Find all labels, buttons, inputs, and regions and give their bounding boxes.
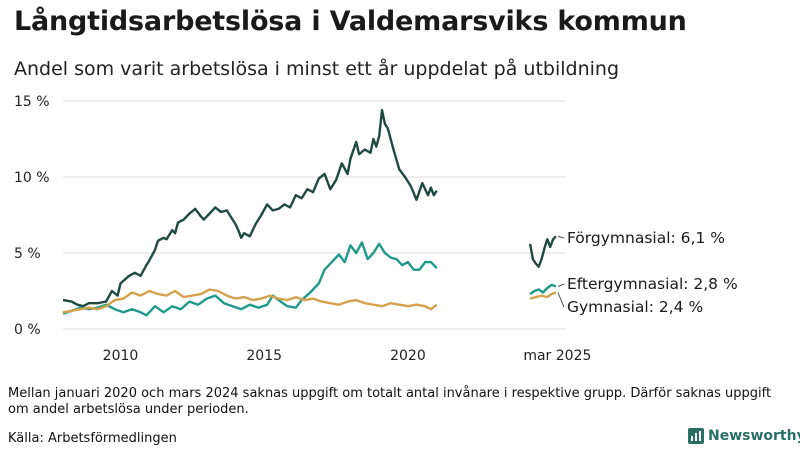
y-tick-label-1: 5 % — [14, 246, 41, 262]
series-line-2-segment-1 — [529, 291, 557, 300]
missing-data-note: Mellan januari 2020 och mars 2024 saknas… — [8, 386, 772, 417]
series-end-label-2: Gymnasial: 2,4 % — [567, 298, 703, 316]
series-line-1-segment-1 — [529, 283, 557, 295]
series-end-label-0: Förgymnasial: 6,1 % — [567, 229, 725, 247]
chart-subtitle: Andel som varit arbetslösa i minst ett å… — [14, 58, 620, 80]
y-tick-label-0: 0 % — [14, 322, 41, 338]
series-end-label-1: Eftergymnasial: 2,8 % — [567, 275, 738, 293]
series-lines — [62, 108, 557, 317]
line-chart: 0 % 5 % 10 % 15 % 2010 2015 2020 mar 2025 Förg… — [14, 94, 738, 364]
series-line-0-segment-0 — [62, 108, 438, 308]
y-gridlines — [63, 100, 566, 330]
source-credit: Källa: Arbetsförmedlingen — [8, 431, 177, 446]
newsworthy-logo[interactable]: Newsworthy — [688, 428, 800, 444]
series-end-labels: Förgymnasial: 6,1 % Eftergymnasial: 2,8 %… — [557, 229, 738, 316]
chart-title: Långtidsarbetslösa i Valdemarsviks kommu… — [14, 6, 687, 37]
series-line-2-segment-0 — [62, 288, 438, 314]
y-axis-tick-labels: 0 % 5 % 10 % 15 % — [14, 94, 50, 338]
label-connector-2 — [557, 292, 565, 308]
y-tick-label-2: 10 % — [14, 170, 50, 186]
x-tick-label-2: 2020 — [390, 348, 426, 364]
series-line-0-segment-1 — [528, 235, 557, 268]
newsworthy-logo-icon — [688, 428, 704, 444]
x-tick-label-1: 2015 — [246, 348, 282, 364]
newsworthy-logo-text: Newsworthy — [708, 428, 800, 444]
x-tick-label-0: 2010 — [103, 348, 139, 364]
x-axis-tick-labels: 2010 2015 2020 mar 2025 — [103, 348, 592, 364]
label-connector-0 — [557, 235, 565, 239]
y-tick-label-3: 15 % — [14, 94, 50, 110]
x-tick-label-3: mar 2025 — [523, 348, 591, 364]
label-connector-1 — [557, 283, 565, 287]
